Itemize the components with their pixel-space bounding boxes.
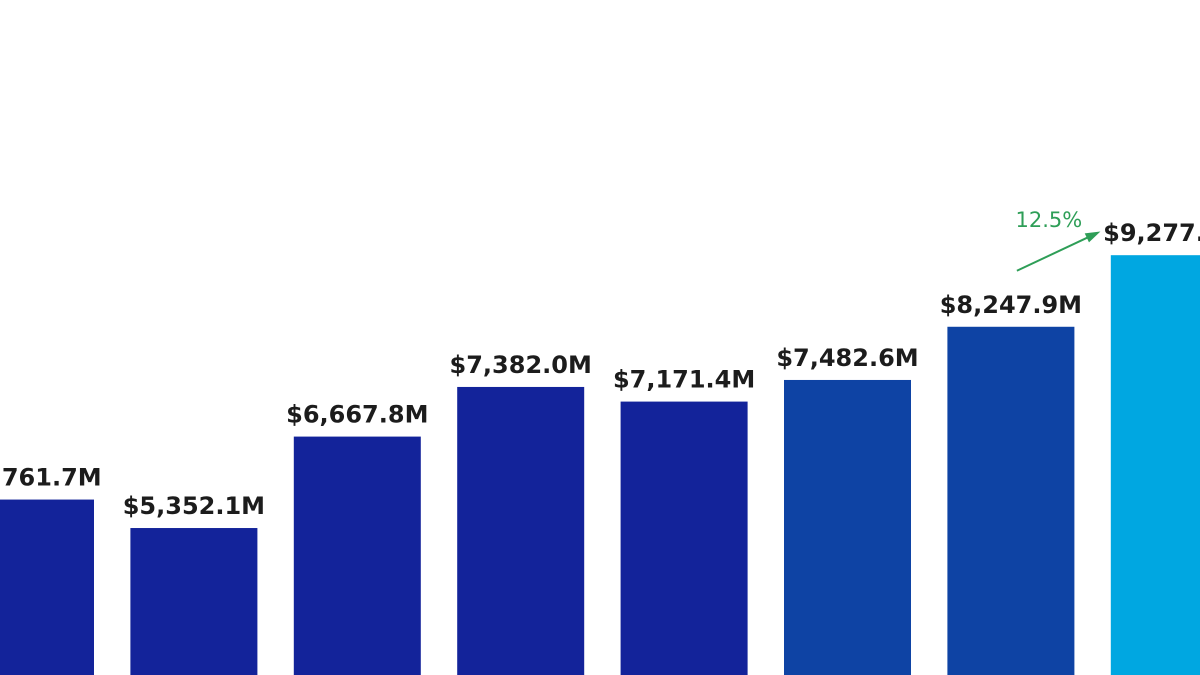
bar-3 <box>293 436 421 675</box>
bar-5 <box>620 401 748 675</box>
bar-value-label-6: $7,482.6M <box>776 344 918 372</box>
bar-value-label-8: $9,277.9M <box>1103 219 1200 247</box>
bar-value-label-4: $7,382.0M <box>450 351 592 379</box>
bar-8 <box>1110 255 1200 675</box>
bar-value-label-3: $6,667.8M <box>286 401 428 429</box>
bars-layer <box>0 255 1200 675</box>
bar-value-label-1: $5,761.7M <box>0 464 102 492</box>
growth-annotation: 12.5% <box>1015 208 1101 272</box>
growth-arrow-head <box>1084 231 1101 243</box>
bar-value-label-7: $8,247.9M <box>940 291 1082 319</box>
bar-4 <box>457 386 585 675</box>
bar-value-label-5: $7,171.4M <box>613 366 755 394</box>
bar-1 <box>0 499 94 675</box>
growth-percent-label: 12.5% <box>1015 208 1082 232</box>
bar-2 <box>130 528 258 675</box>
bar-6 <box>784 379 911 675</box>
bar-value-label-2: $5,352.1M <box>123 492 265 520</box>
data-labels-layer: $5,761.7M $5,352.1M $6,667.8M $7,382.0M $7,1… <box>0 219 1200 520</box>
bar-7 <box>947 326 1075 675</box>
growth-arrow <box>1016 232 1098 272</box>
